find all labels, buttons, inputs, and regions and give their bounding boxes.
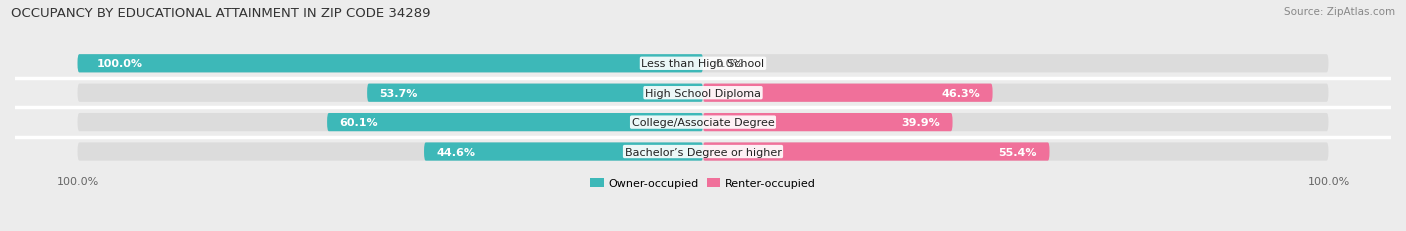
Text: Bachelor’s Degree or higher: Bachelor’s Degree or higher [624,147,782,157]
Text: OCCUPANCY BY EDUCATIONAL ATTAINMENT IN ZIP CODE 34289: OCCUPANCY BY EDUCATIONAL ATTAINMENT IN Z… [11,7,430,20]
Text: 46.3%: 46.3% [942,88,980,98]
FancyBboxPatch shape [77,84,1329,102]
Text: Less than High School: Less than High School [641,59,765,69]
Text: Source: ZipAtlas.com: Source: ZipAtlas.com [1284,7,1395,17]
Text: 55.4%: 55.4% [998,147,1038,157]
FancyBboxPatch shape [703,84,993,102]
Text: 0.0%: 0.0% [716,59,744,69]
Text: 100.0%: 100.0% [96,59,142,69]
Text: 44.6%: 44.6% [436,147,475,157]
Text: College/Associate Degree: College/Associate Degree [631,118,775,128]
FancyBboxPatch shape [425,143,703,161]
FancyBboxPatch shape [77,55,1329,73]
FancyBboxPatch shape [77,143,1329,161]
FancyBboxPatch shape [703,113,952,132]
FancyBboxPatch shape [77,55,703,73]
Text: High School Diploma: High School Diploma [645,88,761,98]
Text: 60.1%: 60.1% [340,118,378,128]
FancyBboxPatch shape [328,113,703,132]
FancyBboxPatch shape [367,84,703,102]
FancyBboxPatch shape [77,113,1329,132]
FancyBboxPatch shape [703,143,1049,161]
Text: 39.9%: 39.9% [901,118,941,128]
Text: 53.7%: 53.7% [380,88,418,98]
Legend: Owner-occupied, Renter-occupied: Owner-occupied, Renter-occupied [586,174,820,193]
